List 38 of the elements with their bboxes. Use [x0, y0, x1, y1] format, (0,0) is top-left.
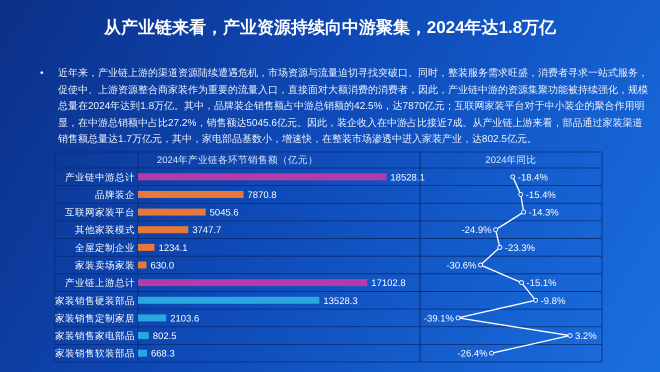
- y-tick-label: 家装销售定制家居: [55, 312, 135, 324]
- y-tick-label: 产业链中游总计: [65, 171, 135, 184]
- text: •: [40, 67, 44, 81]
- chart-title: 2024年同比: [485, 154, 537, 166]
- data-label: 3747.7: [192, 225, 222, 236]
- data-label: -9.8%: [540, 296, 566, 307]
- data-label: -14.3%: [528, 208, 560, 219]
- y-tick-label: 其他家装模式: [75, 224, 135, 236]
- data-label: 17102.8: [371, 278, 406, 290]
- data-label: 1234.1: [158, 242, 188, 254]
- y-tick-label: 品牌装企: [95, 188, 135, 201]
- y-tick-label: 家装销售软装部品: [55, 348, 135, 360]
- data-label: 18528.1: [390, 172, 425, 184]
- data-label: -15.4%: [526, 190, 556, 201]
- data-label: -24.9%: [461, 225, 492, 236]
- y-tick-label: 家装销售硬装部品: [55, 294, 135, 307]
- y-tick-label: 互联网家装平台: [65, 206, 135, 219]
- data-label: -30.6%: [446, 260, 478, 272]
- y-tick-label: 家装卖场家装: [75, 260, 135, 272]
- data-label: 2103.6: [170, 313, 200, 324]
- data-label: -15.1%: [526, 278, 558, 290]
- data-label: -39.1%: [424, 313, 455, 324]
- data-label: -23.3%: [504, 242, 536, 254]
- data-label: 5045.6: [210, 208, 239, 219]
- y-tick-label: 产业链上游总计: [65, 277, 135, 290]
- text: 近年来，产业链上游的渠道资源陆续遭遇危机，市场资源与流量迫切寻找突破口。同时，整装服务需求旺盛，消费者寻求一站式服务，促使中、上游资源整合商家装作为重要的流量入口，直接面对大额消费的消费者，因此，产业链中游的资源集聚功能被持续强化，规模总量在2024年达到1.8万亿。其中，品牌装企销售额占中游总销额的42.5%，达7870亿元；互联网家装平台对于中小装企的聚合作用明显，在中游总销额中占比27.2%，销售额达5045.6亿元。因此，装企收入在中游占比接近7成。从产业链上游来看，部品通过家装渠道销售额总量达1.7万亿元，其中，家电部品基数小，增速快，在整装市场渗透中进入家装产业，达802.5亿元。: [58, 66, 648, 147]
- data-label: 13528.3: [323, 296, 358, 307]
- y-tick-label: 全屋定制企业: [75, 242, 135, 254]
- y-tick-label: 家装销售家电部品: [55, 330, 135, 342]
- data-label: 630.0: [150, 260, 174, 272]
- data-label: 7870.8: [248, 190, 277, 201]
- data-label: 3.2%: [575, 331, 598, 342]
- text: 从产业链来看，产业资源持续向中游聚集，2024年达1.8万亿: [102, 17, 558, 39]
- data-label: -18.4%: [518, 172, 548, 184]
- chart-title: 2024年产业链各环节销售额（亿元）: [156, 154, 318, 166]
- data-label: -26.4%: [458, 348, 488, 360]
- data-label: 802.5: [152, 331, 177, 342]
- data-label: 668.3: [150, 348, 175, 360]
